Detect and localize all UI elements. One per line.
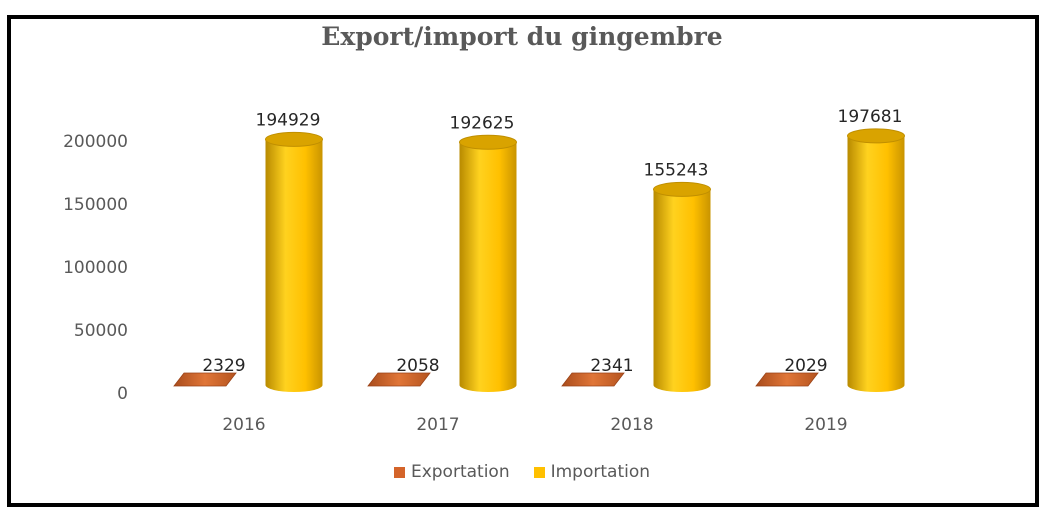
- chart-title: Export/import du gingembre: [321, 22, 723, 51]
- data-label-exportation: 2029: [784, 356, 827, 376]
- legend-swatch-importation: [533, 466, 545, 478]
- legend-swatch-exportation: [393, 466, 405, 478]
- legend-item-exportation: Exportation: [393, 462, 510, 482]
- y-tick-label: 200000: [63, 132, 128, 152]
- bar-exportation: [755, 372, 819, 387]
- y-tick-label: 100000: [63, 258, 128, 278]
- data-label-exportation: 2058: [396, 356, 439, 376]
- data-label-importation: 197681: [838, 107, 903, 127]
- legend-item-importation: Importation: [533, 462, 651, 482]
- data-label-exportation: 2341: [590, 356, 633, 376]
- chart-legend: Exportation Importation: [0, 462, 1044, 482]
- x-tick-label: 2016: [222, 415, 265, 435]
- x-tick-label: 2018: [610, 415, 653, 435]
- data-label-exportation: 2329: [202, 356, 245, 376]
- bar-importation: [653, 181, 711, 393]
- x-tick-label: 2019: [804, 415, 847, 435]
- x-tick-label: 2017: [416, 415, 459, 435]
- y-tick-label: 0: [117, 384, 128, 404]
- legend-label-importation: Importation: [550, 462, 651, 482]
- bar-exportation: [173, 372, 237, 387]
- bar-importation: [459, 134, 517, 393]
- y-tick-label: 50000: [74, 321, 128, 341]
- data-label-importation: 192625: [450, 113, 515, 133]
- legend-label-exportation: Exportation: [410, 462, 510, 482]
- bar-exportation: [561, 372, 625, 387]
- bar-exportation: [367, 372, 431, 387]
- bar-importation: [265, 131, 323, 393]
- data-label-importation: 194929: [256, 110, 321, 130]
- data-label-importation: 155243: [644, 160, 709, 180]
- y-tick-label: 150000: [63, 195, 128, 215]
- bar-importation: [847, 128, 905, 393]
